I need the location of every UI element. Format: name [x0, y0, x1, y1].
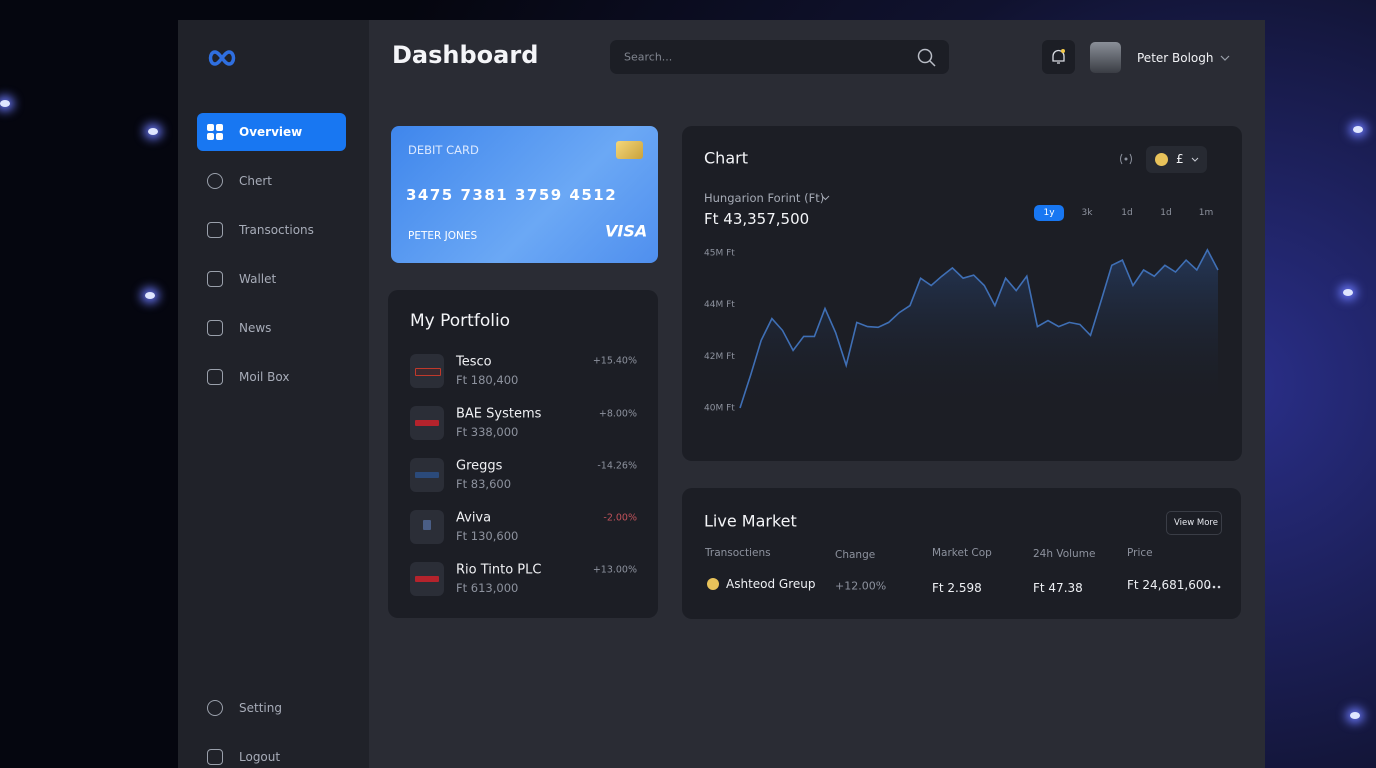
nav-item[interactable]: Setting [239, 701, 282, 715]
stock-value: Ft 83,600 [456, 477, 512, 491]
user-name[interactable]: Peter Bologh [1137, 51, 1214, 65]
nav-icon [207, 749, 223, 765]
nav-item[interactable]: Logout [239, 750, 281, 764]
stock-change: -14.26% [597, 460, 637, 472]
card-number: 3475 7381 3759 4512 [406, 186, 618, 204]
light [0, 100, 10, 107]
currency: £ [1176, 152, 1184, 166]
live-market-panel [682, 488, 1241, 619]
range-option[interactable]: 1m [1198, 208, 1214, 218]
y-tick-label: 44M Ft [704, 300, 735, 310]
portfolio-title: My Portfolio [410, 311, 511, 331]
card-label: DEBIT CARD [408, 143, 479, 157]
range-active[interactable] [1034, 205, 1064, 221]
area [740, 249, 1218, 408]
overview-icon [207, 124, 223, 140]
card-chip [616, 141, 643, 159]
range-option[interactable]: 1y [1043, 208, 1055, 218]
volume: Ft 47.38 [1033, 581, 1083, 595]
stock-change: +15.40% [592, 355, 637, 367]
page-title: Dashboard [392, 41, 539, 69]
market-cap: Ft 2.598 [932, 581, 982, 595]
search-placeholder: Search... [624, 50, 673, 64]
y-tick-label: 40M Ft [704, 404, 735, 414]
stock-value: Ft 130,600 [456, 529, 519, 543]
search-box[interactable] [610, 40, 949, 74]
stock-change: +13.00% [592, 564, 637, 576]
nav-item[interactable]: Chert [239, 174, 273, 188]
line-chart: 40M Ft 42M Ft 44M Ft 45M Ft [704, 248, 1219, 414]
stock-logo [410, 458, 444, 492]
stock-logo [410, 562, 444, 596]
column-header: Transoctiens [705, 547, 771, 559]
chevron [821, 195, 830, 201]
stock-value: Ft 613,000 [456, 581, 519, 595]
live-market-title: Live Market [704, 511, 797, 531]
nav-icon [207, 173, 223, 189]
stock-value: Ft 180,400 [456, 373, 519, 387]
card-brand: VISA [605, 221, 648, 241]
stock-name: Greggs [456, 458, 503, 474]
coin-icon [707, 578, 719, 590]
nav-icon [207, 222, 223, 238]
stock-value: Ft 338,000 [456, 425, 519, 439]
light [148, 128, 158, 135]
stock-logo [410, 510, 444, 544]
range-option[interactable]: 1d [1160, 208, 1172, 218]
light [1350, 712, 1360, 719]
view-more-label[interactable]: View More [1174, 518, 1218, 528]
nav-icon [207, 320, 223, 336]
nav-active[interactable] [197, 113, 346, 151]
chevron[interactable] [1220, 55, 1230, 61]
nav-icon [207, 369, 223, 385]
column-header: Market Cop [932, 547, 992, 559]
notification-button[interactable] [1042, 40, 1075, 74]
stock-name: BAE Systems [456, 406, 542, 422]
chevron [1191, 157, 1199, 162]
stock-name: Tesco [456, 354, 492, 370]
signal-icon[interactable] [1119, 153, 1133, 165]
light [145, 292, 155, 299]
stock-change: -2.00% [603, 512, 637, 524]
stock-logo [410, 406, 444, 440]
nav-icon [207, 271, 223, 287]
more-menu[interactable] [1207, 585, 1221, 589]
search-icon[interactable] [917, 48, 936, 67]
nav-item[interactable]: Moil Box [239, 370, 290, 384]
light [1353, 126, 1363, 133]
nav-item[interactable]: Wallet [239, 272, 277, 286]
asset-change: +12.00% [835, 579, 887, 593]
range-option[interactable]: 1d [1121, 208, 1133, 218]
debit-card[interactable] [391, 126, 658, 263]
view-more-button[interactable] [1166, 511, 1222, 535]
stock-name: Aviva [456, 510, 492, 526]
nav-item[interactable]: Transoctions [239, 223, 314, 237]
avatar[interactable] [1090, 42, 1121, 73]
nav-icon [207, 700, 223, 716]
column-header: 24h Volume [1033, 548, 1096, 560]
stock-name: Rio Tinto PLC [456, 562, 542, 578]
line [739, 248, 1219, 409]
card-holder: PETER JONES [408, 230, 478, 242]
stock-change: +8.00% [598, 408, 637, 420]
column-header: Change [835, 549, 876, 561]
column-header: Price [1127, 547, 1153, 559]
bell-icon [1052, 49, 1065, 64]
asset-name: Ashteod Greup [726, 577, 816, 591]
chart-amount: Ft 43,357,500 [704, 210, 810, 228]
stock-logo [410, 354, 444, 388]
currency-name[interactable]: Hungarion Forint (Ft) [704, 191, 825, 205]
y-tick-label: 45M Ft [704, 248, 735, 258]
range-option[interactable]: 3k [1081, 208, 1093, 218]
y-tick-label: 42M Ft [704, 352, 735, 362]
coin-icon [1155, 153, 1168, 166]
light [1343, 289, 1353, 296]
logo [208, 50, 236, 66]
nav-item[interactable]: Overview [239, 125, 303, 139]
chart-title: Chart [704, 148, 748, 168]
nav-item[interactable]: News [239, 321, 272, 335]
price: Ft 24,681,600 [1127, 578, 1212, 592]
